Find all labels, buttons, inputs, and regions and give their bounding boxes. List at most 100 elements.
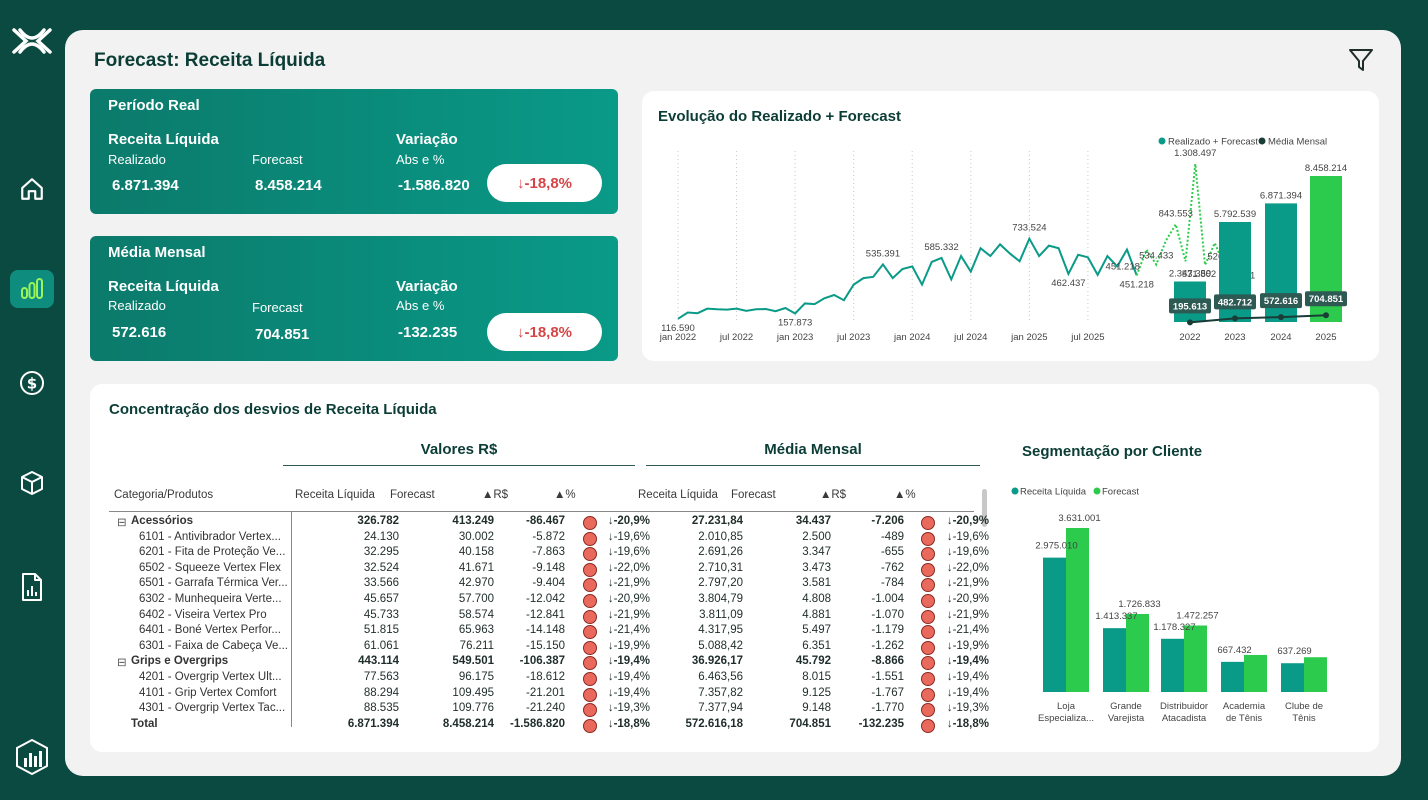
table-cell: 57.700 [458,593,494,605]
line-data-label: 843.553 [1159,208,1193,219]
table-column-separator [291,512,292,727]
table-cell: ↓-22,0% [607,561,650,574]
row-label: Grips e Overgrips [131,655,229,668]
home-icon[interactable] [10,170,54,208]
segment-category-label: Tênis [1292,713,1315,724]
table-cell: 2.797,20 [698,577,743,590]
table-column-header[interactable]: Receita Líquida [638,489,718,501]
table-cell: 7.377,94 [698,702,743,715]
negative-indicator-dot [583,625,597,640]
dashboard-logo-icon[interactable] [14,738,50,776]
table-row[interactable]: 6402 - Viseira Vertex Pro 45.733 58.574 -12… [109,609,989,625]
table-column-header[interactable]: Forecast [731,489,776,501]
table-cell: 88.294 [363,686,399,699]
media-label: 704.851 [1309,294,1344,305]
table-cell: -14.148 [525,624,565,637]
filter-icon[interactable] [1347,46,1375,74]
table-cell: ↓-22,0% [946,561,989,574]
svg-text:$: $ [27,375,37,393]
table-row[interactable]: ⊟ Acessórios 326.782 413.249 -86.467 ↓-20,9% 2… [109,515,989,531]
table-row[interactable]: 6501 - Garrafa Térmica Ver... 33.566 42.97… [109,577,989,593]
table-row[interactable]: 6502 - Squeeze Vertex Flex 32.524 41.671 -9… [109,561,989,578]
table-column-header[interactable]: ▲% [554,489,576,501]
table-column-header[interactable]: ▲R$ [482,489,509,501]
negative-indicator-dot [921,562,935,577]
dollar-icon[interactable]: $ [10,364,54,402]
table-cell: 33.566 [363,577,399,590]
table-cell: ↓-19,4% [607,655,650,668]
table-cell: 36.926,17 [691,655,743,668]
table-cell: ↓-18,8% [607,717,650,730]
table-cell: -1.179 [871,624,904,637]
table-row[interactable]: Total 6.871.394 8.458.214 -1.586.820 ↓-18,8%… [109,717,989,734]
series-forecast-line [1135,163,1245,276]
negative-indicator-dot [583,594,597,608]
x-tick-label: jul 2023 [836,332,870,343]
legend-receita: Receita Líquida [1020,487,1087,498]
negative-indicator-dot [921,531,935,546]
segment-category-label: Varejista [1108,713,1145,724]
negative-indicator-dot [583,687,597,702]
segmentacao-title: Segmentação por Cliente [1022,443,1203,460]
table-column-header[interactable]: ▲% [894,489,916,501]
table-cell: -489 [880,530,904,543]
table-cell: ↓-19,4% [946,671,989,683]
negative-indicator-dot [921,718,935,733]
line-data-label: 733.524 [1012,223,1046,234]
negative-indicator-dot [921,687,935,702]
logo-icon[interactable] [12,26,52,56]
table-row[interactable]: 6201 - Fita de Proteção Ve... 32.295 40.15… [109,546,989,562]
table-cell: 32.524 [363,561,399,574]
table-row[interactable]: 6101 - Antivibrador Vertex... 24.130 30.00… [109,530,989,547]
table-cell: -1.004 [871,593,904,605]
table-cell: 109.495 [452,686,494,699]
segmentacao-chart: Receita Líquida Forecast 2.975.010 3.631.00… [1011,487,1327,724]
table-row[interactable]: ⊟ Grips e Overgrips 443.114 549.501 -106.387… [109,655,989,671]
expand-collapse-icon[interactable]: ⊟ [117,657,127,670]
table-cell: -762 [880,561,904,574]
table-cell: -21.240 [525,702,565,715]
expand-collapse-icon[interactable]: ⊟ [117,517,127,529]
table-row[interactable]: 6401 - Boné Vertex Perfor... 51.815 65.963… [109,624,989,640]
table-row[interactable]: 4201 - Overgrip Vertex Ult... 77.563 96.17… [109,671,989,687]
box-icon[interactable] [10,464,54,502]
segment-bar-receita [1043,557,1066,692]
table-row[interactable]: 6301 - Faixa de Cabeça Ve... 61.061 76.211… [109,640,989,656]
segment-category-label: Clube de [1285,701,1323,712]
table-row[interactable]: 6302 - Munhequeira Verte... 45.657 57.700 -… [109,593,989,609]
kpi-receita-label: Receita Líquida [108,278,219,295]
table-cell: 3.804,79 [698,593,743,605]
x-tick-label: jan 2023 [776,332,813,343]
kpi-realizado-value: 572.616 [112,324,167,341]
negative-indicator-dot [583,531,597,546]
table-row[interactable]: 4101 - Grip Vertex Comfort 88.294 109.495 -… [109,686,989,703]
segment-bar-forecast [1126,614,1149,692]
table-cell: 5.497 [802,624,831,637]
table-cell: 549.501 [452,655,494,668]
line-data-label: 1.308.497 [1174,148,1216,159]
table-cell: ↓-19,9% [946,639,989,652]
kpi-forecast-value: 8.458.214 [255,177,322,194]
table-cell: ↓-19,4% [946,686,989,699]
table-row[interactable]: 4301 - Overgrip Vertex Tac... 88.535 109.7… [109,702,989,718]
bar-chart-icon[interactable] [10,270,54,308]
table-cell: ↓-19,4% [946,655,989,668]
table-column-header[interactable]: Forecast [390,489,435,501]
table-column-header[interactable]: Categoria/Produtos [114,489,214,501]
media-point [1232,315,1238,322]
segment-bar-forecast [1244,654,1267,692]
table-column-header[interactable]: Receita Líquida [295,489,375,501]
line-data-label: 157.873 [778,317,812,328]
table-cell: ↓-21,9% [946,577,989,590]
table-cell: 40.158 [458,546,494,559]
report-icon[interactable] [10,568,54,606]
table-scrollbar[interactable] [982,489,987,527]
line-data-label: 585.332 [924,242,958,253]
table-column-header[interactable]: ▲R$ [820,489,847,501]
segment-label-receita: 637.269 [1277,646,1311,657]
table-cell: 4.808 [802,593,831,605]
group-valores-title: Valores R$ [420,441,498,458]
line-data-label: 531.802 [1182,269,1216,280]
negative-indicator-dot [921,703,935,718]
negative-indicator-dot [921,656,935,671]
